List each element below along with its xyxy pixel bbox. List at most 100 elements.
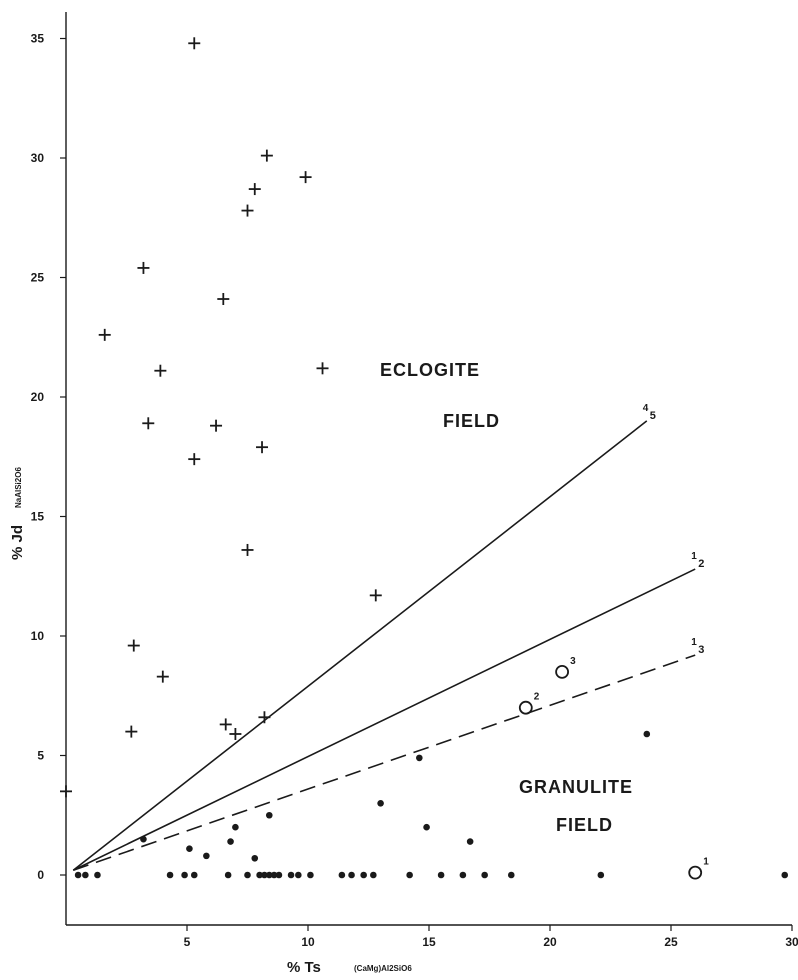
dot-point bbox=[224, 871, 232, 879]
trend-line-label: 1 bbox=[691, 551, 697, 562]
trend-lines bbox=[72, 420, 696, 871]
y-tick-label: 35 bbox=[31, 32, 45, 46]
cross-point bbox=[137, 261, 150, 274]
dot-point bbox=[307, 871, 314, 879]
open-circle-point: 2 bbox=[518, 692, 540, 715]
x-tick-label: 25 bbox=[664, 935, 678, 949]
dot-point bbox=[348, 871, 355, 879]
cross-point bbox=[60, 785, 72, 798]
dot-point bbox=[338, 871, 346, 879]
cross-point bbox=[229, 727, 242, 740]
open-circle-label: 2 bbox=[534, 692, 540, 703]
dot-point bbox=[423, 823, 430, 831]
granulite-field-label: FIELD bbox=[556, 815, 613, 835]
dot-point bbox=[256, 871, 263, 879]
x-tick-label: 30 bbox=[785, 935, 798, 949]
dot-point bbox=[481, 871, 488, 879]
dot-point bbox=[265, 871, 273, 879]
cross-point bbox=[316, 362, 329, 375]
dot-point bbox=[190, 871, 198, 879]
dot-point bbox=[466, 838, 474, 845]
cross-point bbox=[256, 441, 269, 454]
dot-point bbox=[275, 871, 283, 879]
dot-point bbox=[459, 871, 467, 879]
dot-point bbox=[370, 871, 377, 879]
cross-point bbox=[188, 453, 201, 466]
y-tick-label: 20 bbox=[31, 390, 45, 404]
data-points: 123 bbox=[60, 37, 789, 880]
trend-line-1 bbox=[72, 420, 648, 871]
cross-point bbox=[219, 718, 232, 731]
y-tick-label: 30 bbox=[31, 151, 45, 165]
trend-line-2 bbox=[72, 568, 696, 871]
dot-point bbox=[166, 871, 174, 879]
x-tick-label: 15 bbox=[422, 935, 436, 949]
dot-point bbox=[295, 871, 302, 879]
dot-point bbox=[406, 871, 413, 879]
dot-point bbox=[360, 871, 367, 879]
y-tick-label: 15 bbox=[31, 510, 45, 524]
dot-point bbox=[270, 871, 278, 879]
open-circle-point: 1 bbox=[688, 857, 709, 880]
dot-point bbox=[437, 871, 445, 879]
dot-point bbox=[265, 811, 273, 819]
dot-point bbox=[251, 854, 259, 862]
eclogite-label: ECLOGITE bbox=[380, 360, 480, 380]
y-tick-label: 5 bbox=[37, 749, 44, 763]
eclogite-field-label: FIELD bbox=[443, 411, 500, 431]
dot-point bbox=[781, 871, 789, 879]
cross-point bbox=[154, 364, 167, 377]
trend-line-3 bbox=[72, 654, 696, 871]
dot-point bbox=[287, 871, 295, 879]
cross-point bbox=[369, 589, 382, 602]
cross-point bbox=[217, 293, 230, 306]
y-axis-title-main: % Jd bbox=[9, 525, 26, 560]
x-axis-title: % Ts (CaMg)Al2SiO6 bbox=[287, 959, 412, 976]
open-circle-point: 3 bbox=[555, 656, 576, 679]
dot-point bbox=[643, 730, 651, 738]
dot-point bbox=[181, 871, 188, 879]
x-tick-label: 5 bbox=[184, 935, 191, 949]
dot-point bbox=[140, 835, 147, 843]
cross-point bbox=[260, 149, 273, 162]
x-axis-title-main: % Ts bbox=[287, 959, 321, 976]
cross-point bbox=[125, 725, 138, 738]
granulite-label: GRANULITE bbox=[519, 777, 633, 797]
x-axis-title-formula: (CaMg)Al2SiO6 bbox=[354, 964, 412, 973]
dot-point bbox=[507, 871, 515, 879]
y-axis-title-formula: NaAlSi2O6 bbox=[14, 467, 23, 508]
axes bbox=[65, 12, 792, 926]
trend-line-sublabel: 5 bbox=[650, 410, 656, 422]
trend-line-label: 4 bbox=[643, 403, 649, 414]
trend-line-label: 1 bbox=[691, 637, 697, 648]
dot-point bbox=[232, 823, 239, 831]
dot-point bbox=[186, 845, 193, 853]
dot-point bbox=[416, 754, 423, 762]
trend-line-sublabel: 2 bbox=[698, 558, 704, 570]
dot-point bbox=[597, 871, 605, 879]
dot-point bbox=[94, 871, 101, 879]
cross-point bbox=[241, 543, 254, 556]
y-tick-label: 25 bbox=[31, 271, 45, 285]
open-circle-label: 1 bbox=[703, 857, 709, 868]
cross-point bbox=[156, 670, 169, 683]
x-tick-label: 20 bbox=[543, 935, 557, 949]
dot-point bbox=[377, 800, 384, 807]
dot-point bbox=[244, 871, 251, 879]
cross-point bbox=[258, 711, 271, 724]
open-circle-label: 3 bbox=[570, 656, 576, 667]
dot-point bbox=[261, 871, 268, 879]
dot-point bbox=[227, 838, 234, 845]
cross-point bbox=[98, 328, 111, 341]
cross-point bbox=[248, 183, 261, 196]
cross-point bbox=[210, 419, 223, 432]
y-tick-label: 10 bbox=[31, 629, 45, 643]
dot-point bbox=[82, 871, 89, 879]
cross-point bbox=[142, 417, 155, 430]
cross-point bbox=[241, 204, 254, 217]
cross-point bbox=[127, 639, 140, 652]
dot-point bbox=[74, 871, 82, 879]
